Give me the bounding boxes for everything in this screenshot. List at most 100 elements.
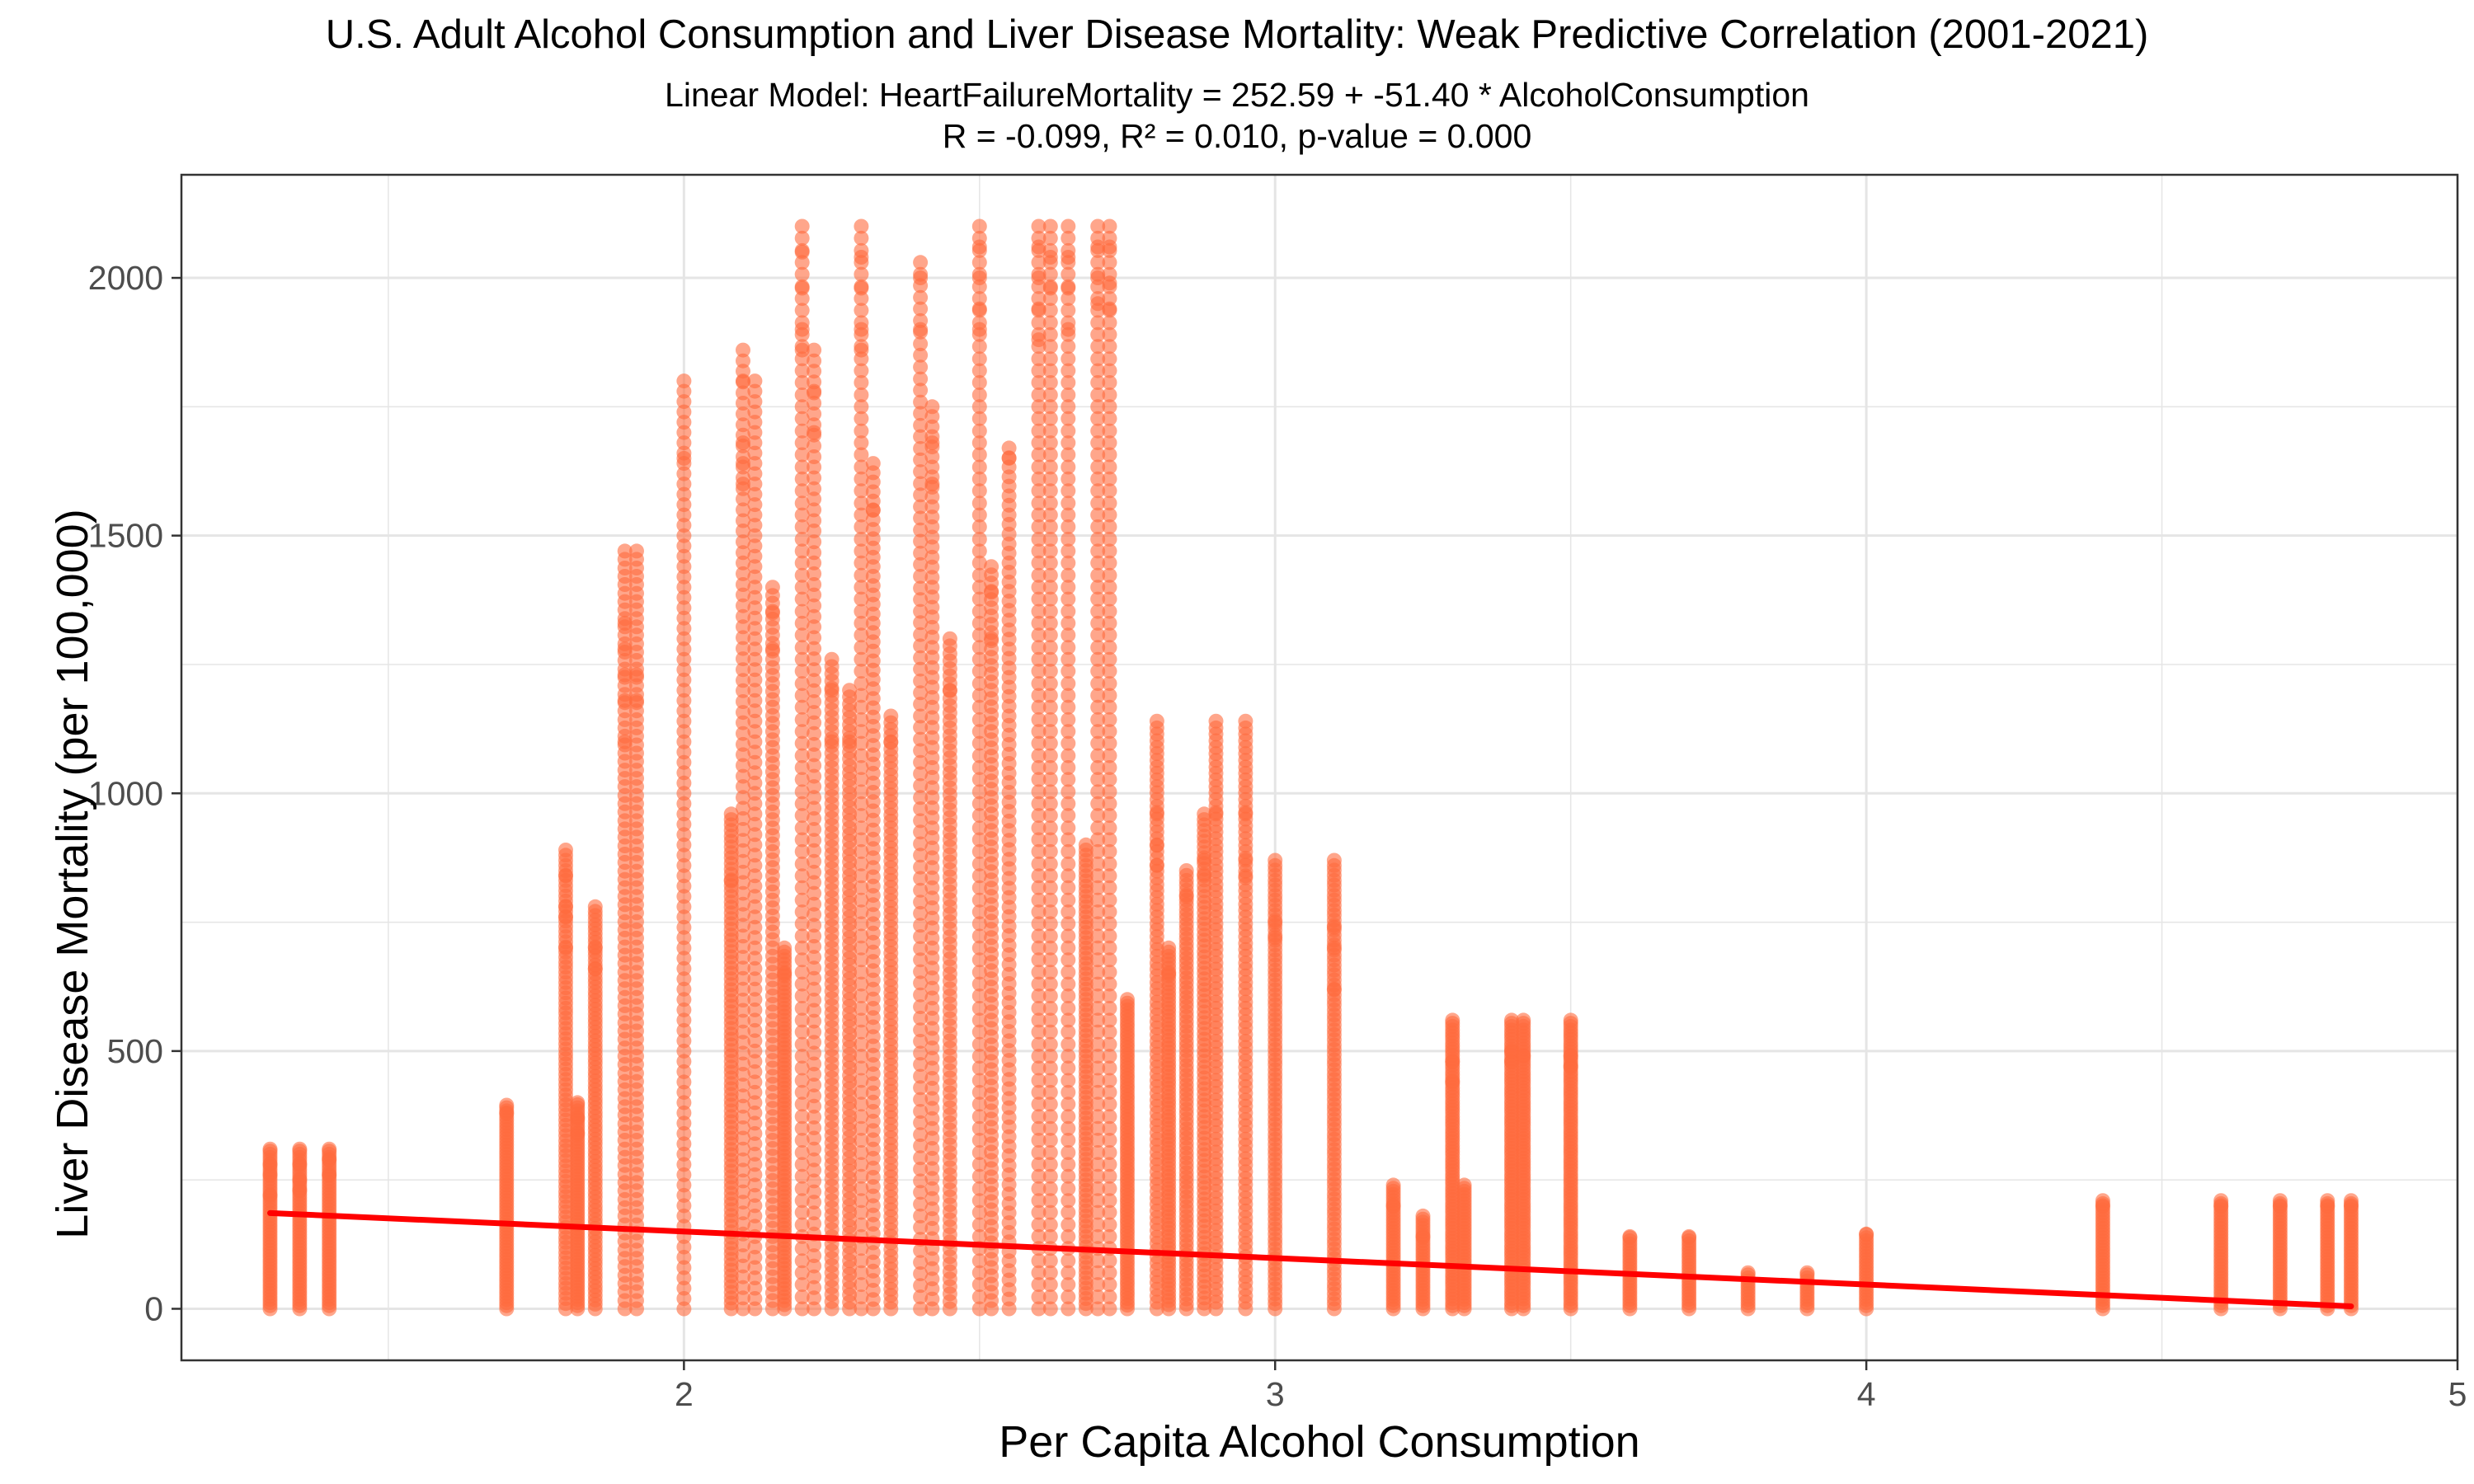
data-point — [1061, 1109, 1076, 1125]
data-point — [1061, 640, 1076, 655]
data-point — [1042, 1060, 1058, 1076]
data-point — [1102, 651, 1117, 667]
data-point — [971, 1060, 987, 1076]
data-point — [676, 796, 692, 811]
data-point — [807, 608, 822, 624]
data-point — [1031, 543, 1047, 559]
data-point — [1078, 837, 1094, 852]
data-point — [971, 387, 987, 402]
data-point — [1042, 1289, 1058, 1305]
data-point — [913, 697, 929, 712]
data-point — [1102, 266, 1117, 282]
data-point — [1031, 567, 1047, 583]
data-point — [924, 570, 940, 585]
data-point — [736, 673, 750, 688]
data-point — [794, 1097, 810, 1112]
data-point — [736, 1290, 750, 1306]
data-point — [1622, 1228, 1638, 1244]
data-point — [1031, 796, 1047, 811]
data-point — [1090, 423, 1106, 439]
data-point — [1042, 1277, 1058, 1293]
data-point — [736, 651, 750, 667]
data-point — [747, 940, 763, 956]
data-point — [747, 930, 763, 946]
data-point — [971, 892, 987, 908]
data-point — [736, 608, 750, 624]
data-point — [971, 567, 987, 583]
data-point — [747, 394, 763, 410]
data-point — [971, 532, 987, 547]
data-point — [1090, 591, 1106, 607]
data-point — [1042, 519, 1058, 534]
data-point — [913, 1185, 929, 1200]
data-point — [1061, 1097, 1076, 1112]
data-point — [1061, 1265, 1076, 1280]
data-point — [1102, 664, 1117, 679]
data-point — [807, 1184, 822, 1200]
data-point — [747, 1208, 763, 1223]
data-point — [854, 1217, 869, 1233]
data-point — [924, 1001, 940, 1016]
data-point — [1090, 1277, 1106, 1293]
data-point — [1102, 1265, 1117, 1280]
data-point — [747, 1270, 763, 1285]
data-point — [747, 971, 763, 987]
data-point — [854, 303, 869, 318]
data-point — [1061, 411, 1076, 426]
data-point — [854, 965, 869, 980]
data-point — [1061, 916, 1076, 932]
data-point — [794, 1157, 810, 1172]
data-point — [736, 885, 750, 901]
data-point — [1061, 760, 1076, 775]
y-tick-label: 1500 — [88, 517, 163, 555]
data-point — [1102, 724, 1117, 740]
data-point — [1042, 1097, 1058, 1112]
data-point — [807, 577, 822, 592]
data-point — [854, 435, 869, 451]
data-point — [1061, 1001, 1076, 1016]
data-point — [1061, 976, 1076, 992]
data-point — [736, 1216, 750, 1232]
data-point — [1090, 1133, 1106, 1148]
data-point — [1042, 711, 1058, 727]
data-point — [1090, 760, 1106, 775]
data-point — [924, 930, 940, 946]
data-point — [913, 1010, 929, 1026]
data-point — [1061, 242, 1076, 258]
data-point — [807, 619, 822, 635]
data-point — [736, 907, 750, 923]
data-point — [1090, 399, 1106, 415]
data-point — [736, 491, 750, 507]
data-point — [1090, 940, 1106, 956]
data-point — [676, 765, 692, 781]
data-point — [747, 415, 763, 430]
data-point — [924, 820, 940, 836]
data-point — [1042, 989, 1058, 1003]
data-point — [1061, 375, 1076, 390]
data-point — [913, 336, 929, 352]
data-point — [1090, 688, 1106, 703]
data-point — [794, 868, 810, 884]
data-point — [971, 1120, 987, 1136]
data-point — [747, 1054, 763, 1069]
data-point — [747, 1219, 763, 1234]
data-point — [676, 415, 692, 430]
data-point — [1031, 1120, 1047, 1136]
data-point — [794, 1001, 810, 1016]
data-point — [1061, 1277, 1076, 1293]
data-point — [1090, 532, 1106, 547]
data-point — [1102, 772, 1117, 787]
data-point — [747, 1115, 763, 1131]
data-point — [807, 1109, 822, 1125]
data-point — [676, 1095, 692, 1111]
data-point — [736, 545, 750, 561]
data-point — [794, 218, 810, 234]
data-point — [794, 940, 810, 956]
data-point — [971, 820, 987, 836]
data-point — [676, 1146, 692, 1162]
data-point — [971, 507, 987, 523]
data-point — [854, 820, 869, 836]
data-point — [807, 1152, 822, 1167]
data-point — [807, 1141, 822, 1157]
data-point — [1090, 411, 1106, 426]
